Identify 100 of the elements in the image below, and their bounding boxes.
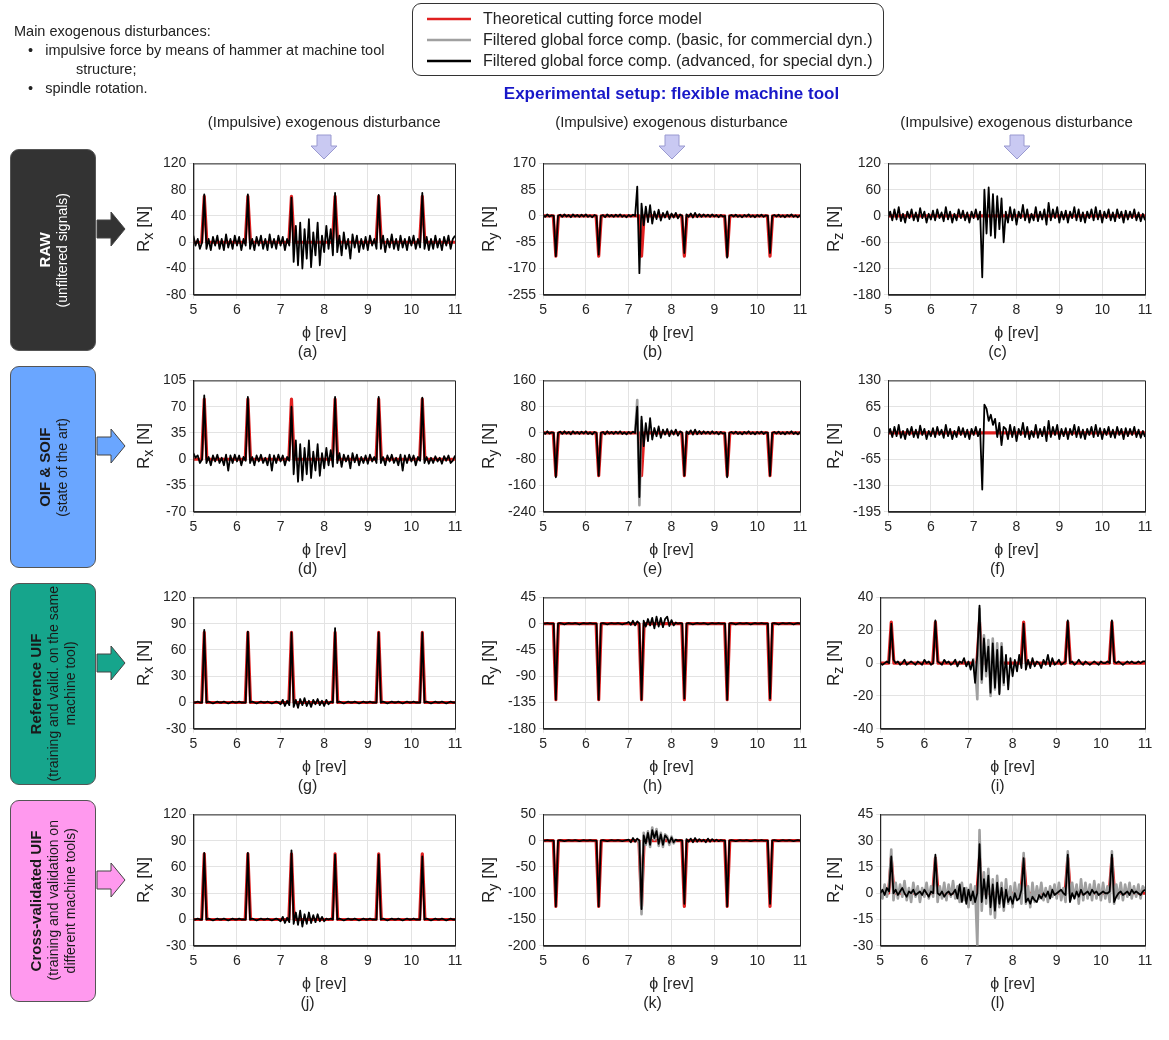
x-tick-label: 5 (539, 952, 548, 969)
y-tick-label: 0 (178, 910, 187, 927)
y-tick-label: 85 (520, 180, 537, 197)
x-tick-label: 10 (749, 518, 766, 535)
y-tick-label: -150 (507, 910, 537, 927)
x-tick-label: 11 (792, 518, 808, 535)
text: (b) (642, 342, 663, 360)
x-tick-label: 6 (926, 518, 935, 535)
x-tick-label: 8 (320, 301, 329, 318)
x-tick-label: 10 (1093, 735, 1109, 752)
x-tick-label: 6 (920, 952, 929, 969)
x-tick-label: 11 (1137, 952, 1153, 969)
text: (g) (297, 776, 318, 794)
text: (Impulsive) exogenous disturbance (207, 113, 441, 130)
x-tick-label: 6 (581, 952, 590, 969)
y-tick-label: 45 (857, 805, 874, 822)
x-tick-label: 9 (363, 735, 372, 752)
text: (c) (988, 342, 1007, 360)
y-tick-label: 0 (865, 653, 874, 670)
x-tick-label: 11 (447, 518, 463, 535)
y-tick-label: 30 (857, 831, 874, 848)
x-tick-label: 11 (792, 735, 808, 752)
text: (h) (642, 776, 663, 794)
x-tick-label: 6 (233, 735, 242, 752)
y-tick-label: -180 (507, 719, 537, 736)
y-tick-label: 90 (170, 614, 187, 631)
x-tick-label: 9 (1052, 952, 1061, 969)
y-tick-label: 20 (857, 621, 874, 638)
x-tick-label: 9 (363, 952, 372, 969)
y-tick-label: 80 (170, 180, 187, 197)
y-tick-label: -195 (852, 502, 882, 519)
y-tick-label: 120 (163, 588, 187, 605)
text: (training and valid. on the same machine tool) (45, 586, 78, 782)
x-tick-label: 9 (1055, 301, 1064, 318)
y-tick-label: 0 (865, 884, 874, 901)
x-tick-label: 6 (581, 301, 590, 318)
x-tick-label: 7 (624, 735, 633, 752)
x-tick-label: 7 (276, 735, 285, 752)
x-tick-label: 9 (710, 518, 719, 535)
y-tick-label: 0 (873, 206, 882, 223)
y-tick-label: -35 (166, 476, 187, 493)
y-tick-label: 35 (170, 423, 187, 440)
y-tick-label: 0 (528, 614, 537, 631)
y-tick-label: 30 (170, 884, 187, 901)
y-tick-label: 50 (520, 805, 537, 822)
x-tick-label: 10 (1094, 518, 1111, 535)
y-tick-label: 0 (178, 233, 187, 250)
x-tick-label: 7 (624, 952, 633, 969)
x-tick-label: 8 (320, 518, 329, 535)
x-tick-label: 10 (749, 301, 766, 318)
y-tick-label: -120 (852, 259, 882, 276)
x-axis-title: ϕ [rev] (990, 974, 1035, 992)
x-axis-title: ϕ [rev] (649, 540, 694, 558)
y-tick-label: -30 (853, 936, 874, 953)
x-axis-title: ϕ [rev] (649, 974, 694, 992)
y-tick-label: 120 (163, 154, 187, 171)
x-tick-label: 11 (1137, 518, 1153, 535)
y-tick-label: -170 (507, 259, 537, 276)
y-tick-label: 65 (865, 397, 882, 414)
x-tick-label: 7 (624, 301, 633, 318)
y-tick-label: -200 (507, 936, 537, 953)
y-tick-label: -65 (860, 450, 882, 467)
y-tick-label: 120 (857, 154, 882, 171)
x-tick-label: 7 (964, 952, 973, 969)
x-tick-label: 8 (1012, 518, 1021, 535)
text: (unfiltered signals) (53, 192, 70, 308)
x-tick-label: 5 (539, 735, 548, 752)
y-tick-label: 15 (857, 857, 874, 874)
y-tick-label: 40 (170, 206, 187, 223)
x-tick-label: 7 (624, 518, 633, 535)
legend-label: Filtered global force comp. (advanced, for special dyn.) (483, 51, 873, 71)
x-tick-label: 10 (403, 735, 420, 752)
x-tick-label: 5 (884, 301, 893, 318)
y-tick-label: -70 (166, 502, 187, 519)
text: OIF & SOIF (35, 427, 53, 507)
y-tick-label: 170 (512, 154, 537, 171)
x-tick-label: 11 (792, 301, 808, 318)
y-tick-label: 40 (857, 588, 874, 605)
legend-label: Theoretical cutting force model (483, 9, 702, 29)
y-tick-label: 60 (865, 180, 882, 197)
text: Reference UIF (27, 633, 44, 735)
x-tick-label: 10 (749, 952, 766, 969)
y-tick-label: -45 (515, 640, 537, 657)
text: (i) (990, 776, 1005, 794)
y-tick-label: -240 (507, 502, 537, 519)
y-tick-label: -60 (860, 233, 882, 250)
x-tick-label: 8 (320, 952, 329, 969)
x-tick-label: 8 (1008, 735, 1017, 752)
y-tick-label: -15 (853, 910, 874, 927)
x-tick-label: 7 (964, 735, 973, 752)
x-tick-label: 8 (667, 518, 676, 535)
text: (state of the art) (53, 417, 70, 517)
y-tick-label: -130 (852, 476, 882, 493)
y-tick-label: -160 (507, 476, 537, 493)
y-tick-label: -50 (515, 857, 537, 874)
y-tick-label: 45 (520, 588, 537, 605)
x-tick-label: 11 (447, 952, 463, 969)
x-tick-label: 8 (667, 952, 676, 969)
text: Main exogenous disturbances: (14, 22, 212, 41)
x-tick-label: 8 (1012, 301, 1021, 318)
